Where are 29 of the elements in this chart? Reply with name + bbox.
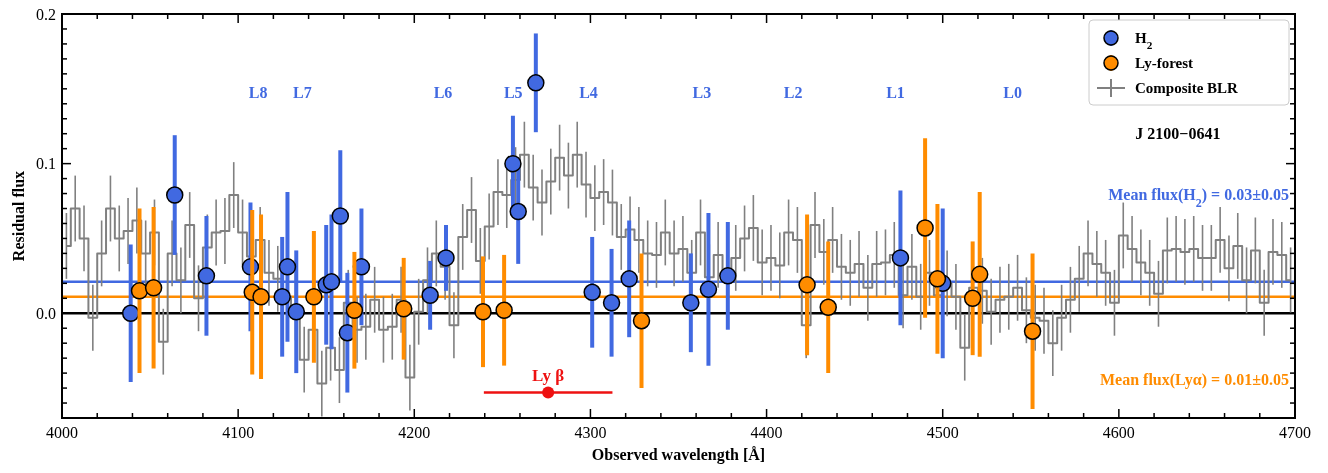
y-tick-label: 0.2: [36, 5, 56, 23]
x-tick-label: 4200: [398, 424, 431, 441]
y-tick-label: 0.1: [36, 155, 56, 173]
annotation: L6: [433, 83, 453, 101]
y-axis-title: Residual flux: [10, 170, 27, 262]
annotation: L4: [579, 83, 598, 101]
series-label: Ly β: [532, 365, 565, 385]
ref-line-label: Mean flux(H$_{2}$) = 0.03±0.05: [1108, 185, 1289, 210]
ref-line-label: Mean flux(Lyα) = 0.01±0.05: [1099, 370, 1289, 389]
annotation: L7: [293, 83, 312, 101]
x-axis-title: Observed wavelength [Å]: [591, 446, 766, 464]
annotation: J 2100−0641: [1135, 125, 1221, 143]
x-tick-label: 4700: [1279, 424, 1311, 441]
x-tick-label: 4500: [926, 424, 959, 441]
y-tick-label: 0.0: [36, 304, 56, 322]
legend-label: H$_{2}$: [1135, 30, 1153, 51]
x-tick-label: 4000: [46, 424, 78, 441]
annotation: L5: [503, 83, 523, 101]
x-tick-label: 4300: [574, 424, 607, 441]
annotation: L2: [783, 83, 803, 101]
annotation: L1: [886, 83, 905, 101]
annotation: L8: [248, 83, 268, 101]
legend-label: Composite BLR: [1135, 80, 1239, 96]
x-tick-label: 4400: [750, 424, 783, 441]
annotation: L3: [692, 83, 712, 101]
annotation: L0: [1003, 83, 1022, 101]
legend-label: Ly-forest: [1135, 55, 1194, 71]
x-tick-label: 4100: [222, 424, 255, 441]
x-tick-label: 4600: [1102, 424, 1135, 441]
